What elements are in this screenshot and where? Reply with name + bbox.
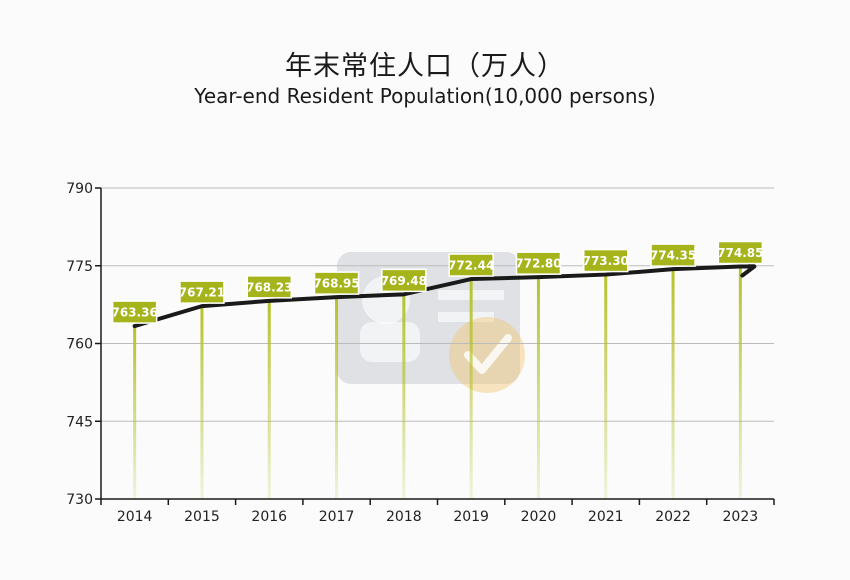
data-label-2022: 774.35 [650,249,696,263]
data-label-box-2014 [111,300,158,324]
chart-title: 年末常住人口（万人） [285,51,565,82]
data-label-box-2022 [650,243,696,267]
chart-subtitle: Year-end Resident Population(10,000 pers… [194,84,656,108]
stem-2015 [200,306,204,499]
watermark-logo [337,252,525,393]
x-tick-label-2020: 2020 [521,509,557,525]
data-labels: 763.36 767.21 768.23 768.95 769.48 772.44 772.… [111,240,764,324]
data-label-box-2015 [179,280,225,304]
data-label-2023: 774.85 [717,246,763,260]
series-path [132,264,755,329]
x-tick-label-2017: 2017 [319,509,355,525]
data-label-2017: 768.95 [313,277,359,291]
y-tick-label-730: 730 [66,492,93,508]
stem-2017 [335,297,339,499]
data-label-box-2021 [583,248,629,273]
data-label-2019: 772.44 [448,259,494,273]
x-tick-label-2023: 2023 [723,509,759,525]
y-tick-label-760: 760 [66,337,93,353]
stem-2019 [469,279,473,499]
data-label-2016: 768.23 [246,280,292,294]
data-label-box-2023 [717,240,764,265]
data-label-box-2019 [448,253,494,277]
data-label-2021: 773.30 [583,254,629,268]
x-tick-label-2019: 2019 [453,509,489,525]
data-label-2015: 767.21 [179,286,225,300]
x-tick-label-2014: 2014 [117,509,153,525]
stem-2014 [133,326,137,499]
data-label-box-2018 [381,268,427,293]
stem-2023 [738,266,742,499]
x-tick-label-2016: 2016 [251,509,287,525]
data-label-box-2016 [246,275,292,299]
stem-2022 [671,269,675,499]
stem-2016 [267,300,271,499]
data-label-box-2017 [313,271,360,295]
x-tick-label-2021: 2021 [588,509,624,525]
stem-2021 [604,274,608,499]
stem-2018 [402,294,406,499]
value-stems [133,266,742,499]
y-tick-label-775: 775 [66,259,93,275]
x-tick-label-2015: 2015 [184,509,220,525]
stem-2020 [536,277,540,499]
data-label-box-2020 [515,251,562,275]
x-tick-label-2022: 2022 [655,509,691,525]
data-label-2020: 772.80 [515,257,561,271]
axes: 790 775 760 745 730 2014 2015 2016 2017 2018 2019 2… [66,181,775,525]
x-tick-label-2018: 2018 [386,509,422,525]
y-tick-label-790: 790 [66,181,93,197]
data-label-2014: 763.36 [111,306,157,320]
y-tick-label-745: 745 [66,414,93,430]
data-label-2018: 769.48 [381,274,427,288]
